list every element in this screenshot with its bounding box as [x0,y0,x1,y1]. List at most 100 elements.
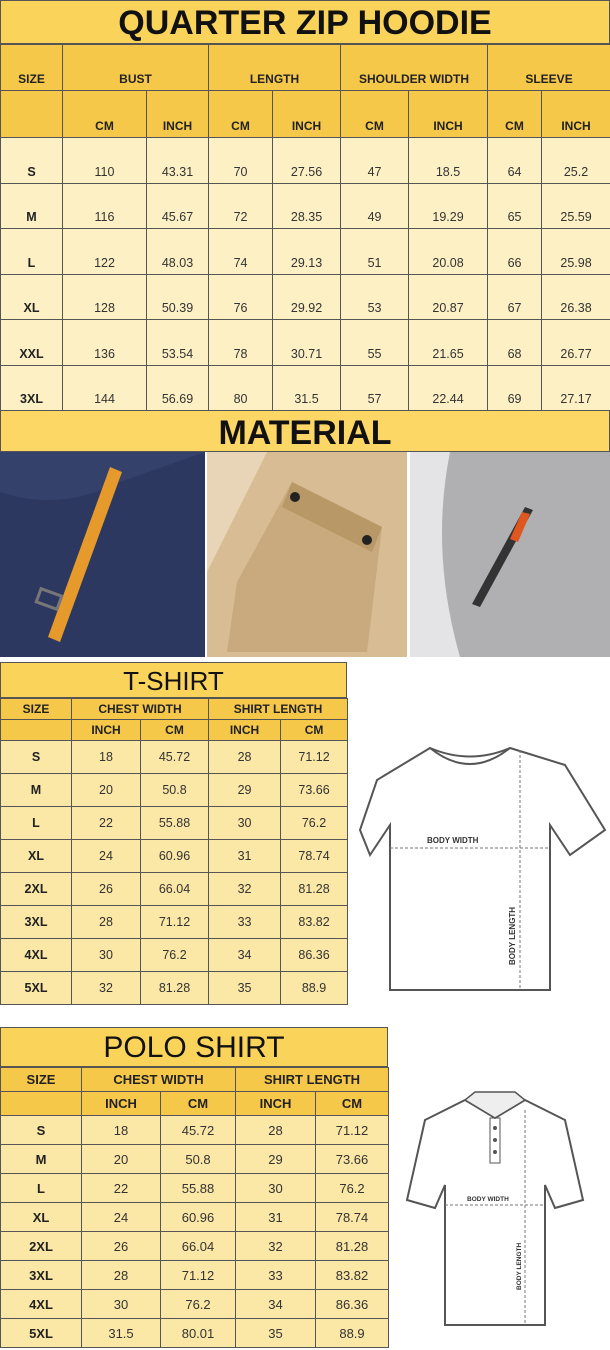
value-cell: 71.12 [315,1115,389,1145]
value-cell: 78 [208,319,274,366]
size-cell: M [0,182,63,229]
unit-header: INCH [208,719,282,741]
table-row: 2XL 26 66.04 32 81.28 [0,1231,389,1261]
value-cell: 20.87 [408,273,489,320]
unit-header: INCH [272,90,342,138]
value-cell: 18 [71,740,141,774]
value-cell: 18.5 [408,137,489,184]
table-row: 2XL 26 66.04 32 81.28 [0,872,349,906]
table-row: 4XL 30 76.2 34 86.36 [0,938,349,972]
value-cell: 26.77 [541,319,610,366]
polo-title: POLO SHIRT [0,1027,388,1067]
size-cell: XL [0,1202,82,1232]
value-cell: 30.71 [272,319,342,366]
header-shoulder-width: SHOULDER WIDTH [340,44,489,91]
value-cell: 55.88 [160,1173,236,1203]
value-cell: 53.54 [145,319,210,366]
value-cell: 71.12 [280,740,349,774]
value-cell: 27.17 [541,364,610,411]
value-cell: 25.98 [541,228,610,275]
header-bust: BUST [61,44,210,91]
value-cell: 73.66 [280,773,349,807]
unit-header: CM [487,90,543,138]
value-cell: 128 [62,273,147,320]
size-cell: 4XL [0,938,72,972]
value-cell: 33 [235,1260,316,1290]
value-cell: 116 [62,182,147,229]
unit-header: INCH [81,1091,161,1116]
unit-header: INCH [71,719,141,741]
value-cell: 80 [208,364,274,411]
table-row: XL 128 50.39 76 29.92 53 20.87 67 26.38 [0,273,610,320]
value-cell: 83.82 [280,905,349,939]
value-cell: 70 [208,137,274,184]
value-cell: 31.5 [272,364,342,411]
table-row: L 22 55.88 30 76.2 [0,806,349,840]
size-cell: 2XL [0,872,72,906]
polo-size-chart: POLO SHIRT SIZE CHEST WIDTH SHIRT LENGTH… [0,1027,389,1348]
table-row: M 20 50.8 29 73.66 [0,1144,389,1174]
value-cell: 50.39 [145,273,210,320]
value-cell: 35 [235,1318,316,1348]
value-cell: 72 [208,182,274,229]
value-cell: 22 [81,1173,161,1203]
tan-fabric-photo [207,452,407,657]
value-cell: 26.38 [541,273,610,320]
value-cell: 29.92 [272,273,342,320]
value-cell: 20.08 [408,228,489,275]
size-cell: 3XL [0,905,72,939]
unit-header: CM [160,1091,236,1116]
value-cell: 69 [487,364,543,411]
value-cell: 86.36 [315,1289,389,1319]
value-cell: 50.8 [160,1144,236,1174]
value-cell: 83.82 [315,1260,389,1290]
value-cell: 86.36 [280,938,349,972]
navy-pocket-strap-image [0,452,205,657]
value-cell: 81.28 [280,872,349,906]
size-cell: L [0,806,72,840]
value-cell: 28 [235,1115,316,1145]
header-row: SIZE CHEST WIDTH SHIRT LENGTH [0,1067,389,1092]
navy-fabric-photo [0,452,205,657]
unit-row: INCH CM INCH CM [0,719,349,741]
unit-header: INCH [235,1091,316,1116]
value-cell: 31 [208,839,282,873]
gray-zip-pocket-image [410,452,610,657]
value-cell: 29.13 [272,228,342,275]
size-cell: 5XL [0,1318,82,1348]
tshirt-size-chart: T-SHIRT SIZE CHEST WIDTH SHIRT LENGTH IN… [0,662,349,1005]
value-cell: 56.69 [145,364,210,411]
value-cell: 60.96 [139,839,210,873]
unit-header: INCH [541,90,610,138]
value-cell: 71.12 [160,1260,236,1290]
value-cell: 34 [235,1289,316,1319]
polo-diagram: BODY WIDTH BODY LENGTH [405,1091,585,1326]
value-cell: 53 [340,273,410,320]
body-width-label: BODY WIDTH [427,836,479,845]
value-cell: 76 [208,273,274,320]
table-row: 4XL 30 76.2 34 86.36 [0,1289,389,1319]
value-cell: 26 [81,1231,161,1261]
value-cell: 20 [71,773,141,807]
table-row: L 22 55.88 30 76.2 [0,1173,389,1203]
value-cell: 78.74 [280,839,349,873]
value-cell: 80.01 [160,1318,236,1348]
header-size: SIZE [0,44,63,91]
table-row: 5XL 32 81.28 35 88.9 [0,971,349,1005]
value-cell: 88.9 [280,971,349,1005]
size-cell: XL [0,839,72,873]
value-cell: 74 [208,228,274,275]
size-cell: M [0,773,72,807]
value-cell: 76.2 [315,1173,389,1203]
table-row: 5XL 31.5 80.01 35 88.9 [0,1318,389,1348]
unit-header: CM [139,719,210,741]
table-row: M 116 45.67 72 28.35 49 19.29 65 25.59 [0,182,610,229]
value-cell: 144 [62,364,147,411]
value-cell: 31 [235,1202,316,1232]
value-cell: 65 [487,182,543,229]
value-cell: 110 [62,137,147,184]
value-cell: 25.2 [541,137,610,184]
material-title: MATERIAL [0,410,610,452]
unit-header: INCH [408,90,489,138]
hoodie-size-chart: QUARTER ZIP HOODIE SIZE BUST LENGTH SHOU… [0,0,610,411]
